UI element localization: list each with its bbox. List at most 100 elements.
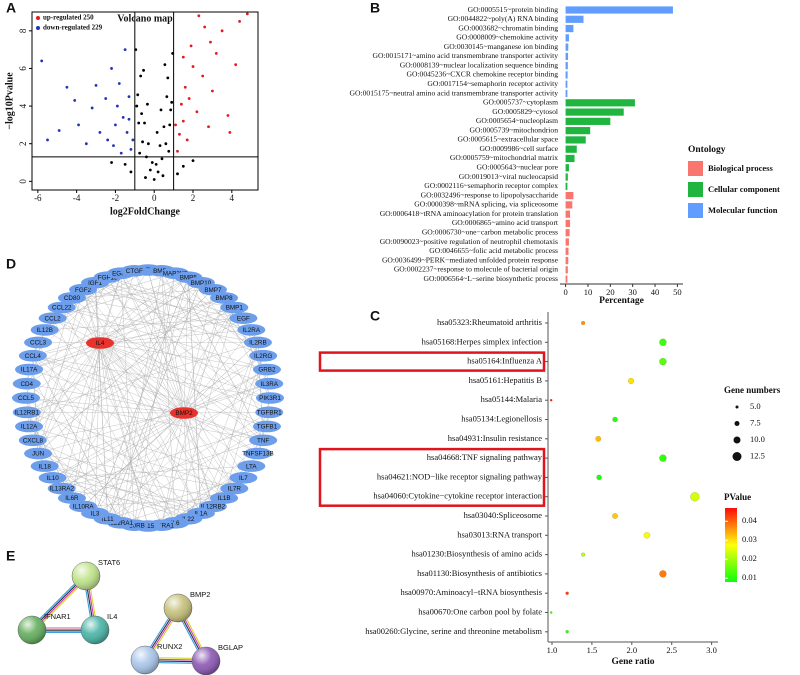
edge	[183, 412, 235, 489]
edge	[183, 329, 252, 414]
hub-node	[86, 337, 114, 349]
category-label: GO:0005643~nuclear pore	[477, 163, 559, 172]
point	[144, 176, 147, 179]
edge	[99, 342, 271, 399]
edge	[52, 477, 189, 519]
edge	[82, 289, 149, 527]
size-key-label: 5.0	[750, 401, 761, 411]
category-label: hsa05161:Hepatitis B	[469, 375, 543, 385]
category-label: hsa03013:RNA transport	[457, 529, 542, 539]
edge	[61, 488, 201, 514]
point	[46, 138, 49, 142]
point	[129, 147, 133, 151]
protein-shine	[72, 562, 100, 590]
x-tick-label: -2	[112, 193, 120, 203]
edge	[32, 318, 244, 441]
point	[125, 131, 129, 134]
legend-title: Ontology	[688, 145, 726, 155]
category-label: GO:0046655~folic acid metabolic process	[429, 246, 558, 255]
point	[121, 115, 125, 119]
edge	[99, 329, 252, 344]
bar	[565, 89, 568, 98]
point	[160, 157, 164, 161]
category-label: GO:0008139~nuclear localization sequence…	[400, 60, 558, 69]
point	[187, 97, 191, 100]
category-label: GO:0030145~manganese ion binding	[444, 42, 558, 51]
gene-node	[220, 301, 249, 314]
dot	[643, 532, 651, 539]
bar	[565, 71, 568, 79]
edge	[107, 277, 185, 414]
edge	[32, 355, 122, 523]
point	[191, 159, 195, 163]
edge	[26, 383, 202, 514]
gene-label: JUN	[32, 451, 45, 458]
point	[176, 172, 179, 176]
highlight-box	[318, 351, 546, 372]
x-tick-label: 1.5	[587, 645, 598, 655]
edge	[26, 282, 202, 384]
edge	[82, 289, 101, 344]
x-tick-label: 0	[152, 193, 157, 203]
point	[209, 40, 212, 44]
gene-label: IL12RB1	[15, 410, 40, 417]
edge	[212, 342, 259, 507]
category-label: GO:0005654~nucleoplasm	[476, 116, 558, 125]
gene-node	[15, 363, 44, 376]
category-label: GO:0017154~semaphorin receptor activity	[427, 79, 558, 88]
edge	[38, 453, 235, 489]
edge	[107, 277, 258, 343]
gene-node	[252, 420, 281, 433]
edge	[82, 412, 185, 507]
edge	[61, 307, 267, 370]
gene-label: CD4	[20, 381, 33, 388]
edge	[183, 412, 264, 441]
edge	[223, 355, 264, 499]
y-tick-label: 6	[18, 66, 28, 71]
point	[156, 170, 160, 174]
point	[117, 82, 121, 85]
edge	[25, 397, 189, 519]
edge	[161, 412, 185, 526]
gene-node	[249, 349, 278, 362]
gene-label: TNF	[257, 437, 269, 444]
bar	[565, 247, 569, 255]
gene-label: BMP8	[215, 295, 233, 302]
gene-node	[237, 460, 266, 472]
point	[57, 129, 61, 132]
edge	[99, 342, 149, 527]
bar	[565, 43, 569, 51]
category-label: hsa05164:Influenza A	[467, 356, 543, 366]
category-label: GO:0006865~amino acid transport	[452, 218, 559, 227]
point	[170, 100, 174, 104]
edge	[71, 297, 252, 331]
gene-label: IL12A	[21, 424, 38, 431]
bar	[565, 164, 569, 172]
y-tick-label: 4	[18, 103, 28, 108]
edge	[26, 412, 244, 478]
edge	[28, 342, 101, 427]
x-tick-label: -6	[34, 193, 42, 203]
edge	[28, 277, 189, 427]
edge	[52, 412, 185, 478]
hub-label: BMP2	[175, 410, 193, 417]
edge	[174, 307, 235, 523]
legend-label: Cellular component	[708, 184, 780, 194]
panel-label: E	[6, 548, 15, 564]
gene-label: FGF2	[75, 287, 92, 294]
gene-node	[252, 363, 281, 376]
point	[136, 93, 140, 97]
edge	[61, 307, 185, 414]
point	[165, 95, 169, 99]
x-tick-label: 40	[651, 287, 660, 297]
bar	[565, 127, 591, 135]
size-key	[732, 452, 742, 461]
point	[203, 25, 207, 29]
edge	[147, 269, 214, 507]
legend-swatch	[688, 203, 703, 218]
edge	[71, 342, 101, 499]
edge	[188, 277, 268, 427]
size-key-label: 12.5	[750, 450, 765, 460]
edge	[61, 412, 185, 489]
category-label: hsa00970:Aminoacyl−tRNA biosynthesis	[401, 587, 543, 597]
